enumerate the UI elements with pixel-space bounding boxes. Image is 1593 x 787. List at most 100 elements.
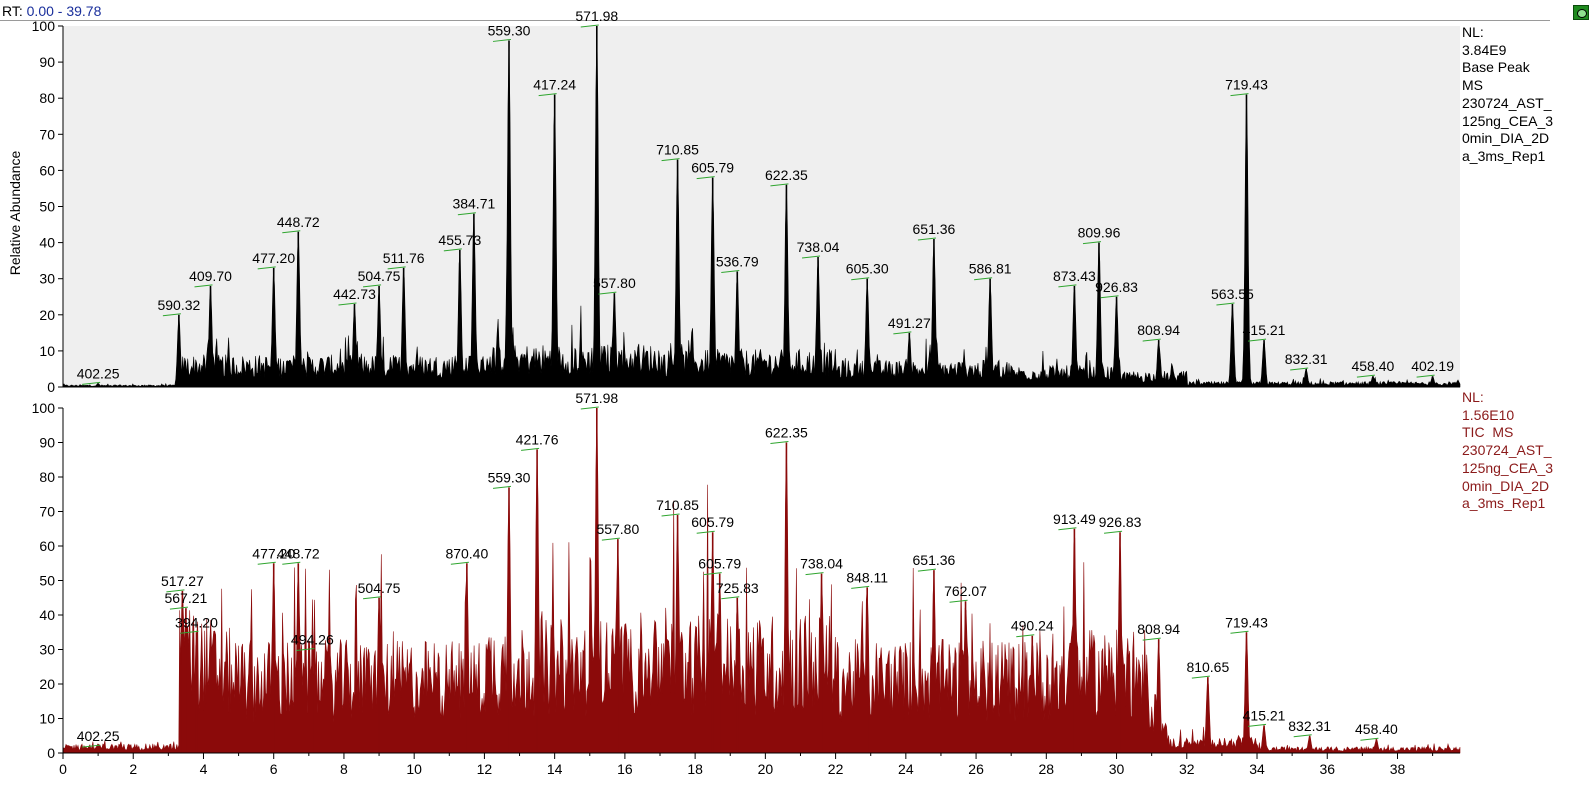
peak-label: 494.26 (291, 632, 334, 648)
peak-marker-tick (1290, 367, 1309, 371)
header-divider (0, 20, 1550, 21)
rt-range-value[interactable]: 0.00 - 39.78 (26, 3, 102, 19)
peak-label: 810.65 (1186, 659, 1229, 675)
y-tick-label: 60 (39, 538, 55, 554)
peak-label: 590.32 (157, 297, 200, 313)
peak-marker-tick (538, 93, 557, 97)
peak-marker-tick (450, 561, 469, 565)
y-tick-label: 10 (39, 711, 55, 727)
peak-marker-tick (521, 447, 540, 451)
y-tick-label: 80 (39, 90, 55, 106)
rt-range-label: RT: 0.00 - 39.78 (2, 3, 102, 19)
peak-marker-tick (457, 212, 476, 216)
peak-marker-tick (805, 572, 824, 576)
info-line: 125ng_CEA_3 (1462, 459, 1554, 476)
x-tick-label: 32 (1179, 761, 1195, 777)
peak-marker-tick (917, 568, 936, 572)
info-line: NL: (1462, 389, 1484, 405)
peak-marker-tick (387, 266, 406, 270)
peak-marker-tick (363, 596, 382, 600)
peak-marker-tick (194, 284, 213, 288)
peak-marker-tick (917, 237, 936, 241)
info-line: TIC MS (1462, 424, 1514, 441)
info-line: 3.84E9 (1462, 41, 1507, 58)
y-tick-label: 70 (39, 504, 55, 520)
info-line: 230724_AST_ (1462, 94, 1552, 111)
y-tick-label: 30 (39, 271, 55, 287)
peak-marker-tick (162, 313, 181, 317)
y-tick-label: 30 (39, 642, 55, 658)
peak-label: 848.11 (846, 569, 888, 585)
info-line: 0min_DIA_2D (1462, 130, 1550, 147)
y-tick-label: 90 (39, 54, 55, 70)
x-tick-label: 26 (968, 761, 984, 777)
peak-label: 571.98 (575, 8, 618, 24)
peak-marker-tick (1247, 723, 1267, 727)
y-tick-label: 100 (32, 400, 56, 416)
peak-label: 926.83 (1095, 279, 1138, 295)
peak-marker-tick (580, 24, 599, 28)
peak-label: 442.73 (333, 286, 376, 302)
peak-label: 557.80 (593, 275, 636, 291)
info-line: 230724_AST_ (1462, 442, 1552, 459)
peak-label: 504.75 (358, 580, 401, 596)
peak-label: 710.85 (656, 142, 699, 158)
peak-label: 808.94 (1137, 322, 1180, 338)
x-tick-label: 4 (200, 761, 208, 777)
y-tick-label: 0 (47, 745, 55, 761)
y-tick-label: 40 (39, 607, 55, 623)
x-tick-label: 14 (547, 761, 563, 777)
y-tick-label: 80 (39, 469, 55, 485)
y-tick-label: 10 (39, 343, 55, 359)
peak-marker-tick (949, 599, 968, 603)
peak-label: 557.80 (596, 521, 639, 537)
peak-label: 394.20 (175, 614, 218, 630)
peak-label: 571.98 (575, 390, 618, 406)
peak-marker-tick (1104, 530, 1123, 534)
info-line: Base Peak (1462, 59, 1530, 76)
peak-label: 605.79 (691, 160, 734, 176)
peak-label: 622.35 (765, 167, 808, 183)
peak-label: 809.96 (1078, 225, 1121, 241)
peak-marker-tick (770, 183, 789, 187)
peak-marker-tick (82, 744, 101, 748)
peak-marker-tick (1191, 675, 1210, 679)
peak-marker-tick (1216, 302, 1235, 306)
peak-marker-tick (1058, 284, 1077, 288)
peak-marker-tick (1142, 338, 1161, 342)
peak-label: 477.20 (252, 545, 295, 561)
peak-label: 808.94 (1137, 621, 1180, 637)
x-tick-label: 0 (59, 761, 67, 777)
peak-label: 384.71 (452, 196, 495, 212)
peak-marker-tick (492, 38, 512, 42)
peak-marker-tick (770, 441, 789, 444)
peak-label: 725.83 (716, 580, 759, 596)
x-tick-label: 30 (1109, 761, 1125, 777)
peak-label: 458.40 (1355, 721, 1398, 737)
y-tick-label: 20 (39, 676, 55, 692)
x-tick-label: 2 (129, 761, 137, 777)
lock-icon[interactable] (1573, 5, 1589, 20)
peak-label: 605.79 (691, 514, 734, 530)
trace-bottom (62, 408, 1461, 754)
peak-marker-tick (1230, 93, 1249, 97)
peak-label: 605.79 (698, 556, 741, 572)
top-panel-info: NL: 3.84E9 Base Peak MS 230724_AST_ 125ng_CEA… (1462, 24, 1553, 166)
peak-marker-tick (296, 648, 315, 651)
peak-label: 415.21 (1243, 322, 1286, 338)
peak-marker-tick (82, 381, 101, 385)
peak-marker-tick (1058, 527, 1077, 531)
peak-label: 719.43 (1225, 614, 1268, 630)
y-tick-label: 40 (39, 235, 55, 251)
peak-marker-tick (703, 572, 722, 576)
peak-marker-tick (661, 513, 680, 517)
peak-label: 738.04 (800, 556, 843, 572)
y-tick-label: 50 (39, 573, 55, 589)
peak-marker-tick (580, 406, 599, 410)
peak-marker-tick (338, 302, 357, 306)
peak-label: 511.76 (383, 250, 425, 266)
trace-top (62, 26, 1461, 388)
x-tick-label: 24 (898, 761, 914, 777)
plot-area-top (63, 26, 1460, 387)
